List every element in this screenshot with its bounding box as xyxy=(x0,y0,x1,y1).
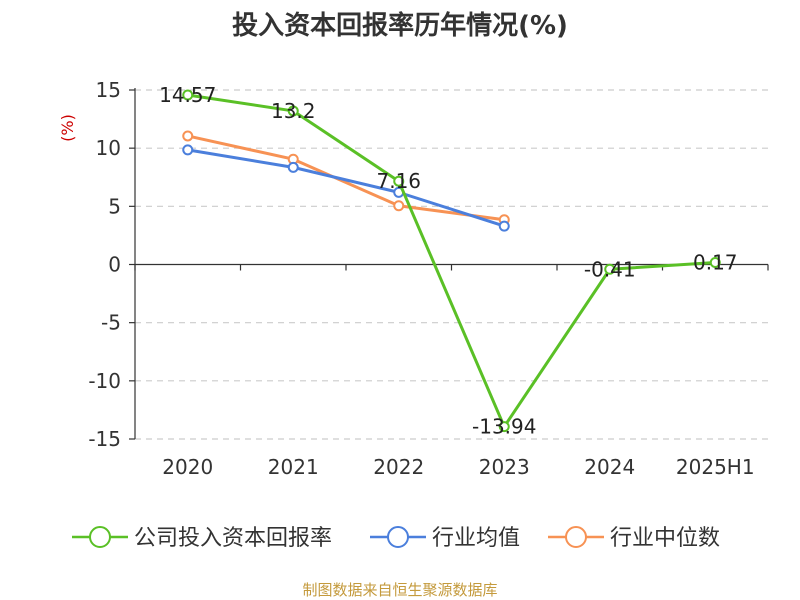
data-point xyxy=(182,144,194,156)
legend-label: 行业均值 xyxy=(432,526,520,551)
data-point xyxy=(182,130,194,142)
x-tick-label: 2021 xyxy=(268,455,319,479)
data-label: -13.94 xyxy=(472,415,536,439)
source-note: 制图数据来自恒生聚源数据库 xyxy=(302,581,497,599)
legend-label: 行业中位数 xyxy=(610,526,720,551)
x-tick-label: 2022 xyxy=(373,455,424,479)
x-tick-label: 2020 xyxy=(162,455,213,479)
y-tick-label: 5 xyxy=(108,194,121,218)
series-line xyxy=(187,148,505,228)
data-label: 14.57 xyxy=(159,83,216,107)
chart-title: 投入资本回报率历年情况(%) xyxy=(232,10,568,41)
data-point xyxy=(604,263,616,275)
x-tick-label: 2023 xyxy=(479,455,530,479)
legend-marker xyxy=(387,526,409,548)
x-tick-label: 2025H1 xyxy=(676,455,755,479)
data-point xyxy=(498,220,510,232)
y-tick-label: -15 xyxy=(88,427,121,451)
y-axis-label: (%) xyxy=(58,114,77,142)
legend-marker xyxy=(89,526,111,548)
data-point xyxy=(498,421,510,433)
data-label: 0.17 xyxy=(693,251,738,275)
x-tick-label: 2024 xyxy=(584,455,635,479)
data-point xyxy=(393,200,405,212)
data-label: -0.41 xyxy=(584,257,636,281)
y-tick-label: 0 xyxy=(108,253,121,277)
series-line xyxy=(187,93,716,429)
data-labels: 14.57 13.2 7.16 -13.94 -0.41 0.17 xyxy=(159,83,737,439)
x-tick-labels: 2020 2021 2022 2023 2024 2025H1 xyxy=(162,455,754,479)
y-tick-label: 15 xyxy=(96,78,121,102)
y-tick-label: -10 xyxy=(88,369,121,393)
data-point xyxy=(287,105,299,117)
data-label: 7.16 xyxy=(376,169,421,193)
y-tick-labels: 15 10 5 0 -5 -10 -15 xyxy=(88,78,121,451)
data-point xyxy=(393,175,405,187)
data-point xyxy=(287,161,299,173)
data-point xyxy=(709,257,721,269)
legend-marker xyxy=(565,526,587,548)
axes xyxy=(129,88,769,440)
legend: 公司投入资本回报率 行业均值 行业中位数 xyxy=(72,526,720,551)
data-label: 13.2 xyxy=(271,99,316,123)
y-tick-label: -5 xyxy=(101,311,121,335)
data-point xyxy=(182,89,194,101)
series-line xyxy=(187,134,505,222)
y-tick-label: 10 xyxy=(96,136,121,160)
legend-label: 公司投入资本回报率 xyxy=(134,526,332,551)
series-lines xyxy=(182,89,721,433)
